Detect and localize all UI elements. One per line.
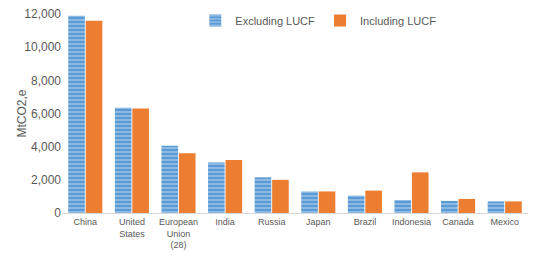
svg-text:UnitedStates: UnitedStates xyxy=(119,217,145,239)
svg-text:Brazil: Brazil xyxy=(354,217,377,227)
svg-text:Canada: Canada xyxy=(442,217,474,227)
svg-text:Mexico: Mexico xyxy=(490,217,519,227)
svg-text:8,000: 8,000 xyxy=(31,74,61,88)
svg-text:EuropeanUnion(28): EuropeanUnion(28) xyxy=(159,217,198,250)
svg-text:MtCO2,e: MtCO2,e xyxy=(15,89,29,137)
svg-text:6,000: 6,000 xyxy=(31,107,61,121)
svg-text:Excluding LUCF: Excluding LUCF xyxy=(235,15,315,27)
svg-text:2,000: 2,000 xyxy=(31,173,61,187)
svg-text:India: India xyxy=(215,217,235,227)
svg-text:10,000: 10,000 xyxy=(24,40,61,54)
svg-text:Including LUCF: Including LUCF xyxy=(360,15,436,27)
svg-text:Russia: Russia xyxy=(258,217,286,227)
svg-text:0: 0 xyxy=(54,206,61,220)
svg-text:China: China xyxy=(74,217,98,227)
svg-text:4,000: 4,000 xyxy=(31,140,61,154)
svg-text:12,000: 12,000 xyxy=(24,7,61,21)
svg-text:Japan: Japan xyxy=(306,217,331,227)
svg-text:Indonesia: Indonesia xyxy=(392,217,431,227)
